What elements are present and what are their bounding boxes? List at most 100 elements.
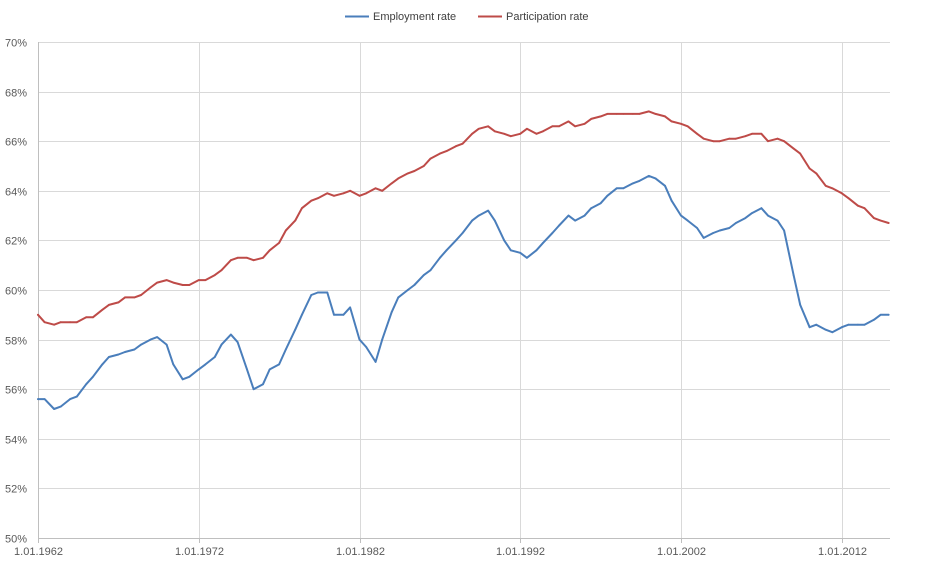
participation-rate-data-point — [172, 281, 175, 284]
x-tick-label: 1.01.1992 — [496, 546, 545, 558]
employment-rate-data-point — [92, 375, 94, 378]
participation-rate-data-point — [252, 259, 255, 262]
employment-rate-data-point — [622, 187, 625, 190]
employment-rate-data-point — [301, 313, 303, 316]
participation-rate-data-point — [887, 222, 890, 224]
employment-rate-data-point — [268, 368, 271, 371]
employment-rate-data-point — [278, 363, 280, 366]
participation-rate-data-point — [767, 140, 769, 143]
participation-rate-data-point — [117, 301, 120, 304]
employment-rate-data-point — [165, 343, 168, 346]
x-tick-label: 1.01.2002 — [657, 546, 706, 558]
employment-rate-data-point — [670, 199, 673, 202]
participation-rate-data-point — [840, 192, 843, 195]
participation-rate-data-point — [654, 113, 657, 115]
employment-rate-data-point — [75, 395, 78, 398]
participation-rate-data-point — [471, 132, 473, 135]
participation-rate-data-point — [744, 135, 747, 138]
participation-rate-data-point — [664, 115, 666, 118]
employment-rate-data-point — [583, 214, 586, 217]
participation-rate-data-point — [124, 296, 126, 299]
participation-rate-data-point — [638, 113, 641, 115]
employment-rate-data-point — [397, 296, 400, 299]
participation-rate-data-point — [333, 194, 335, 197]
employment-rate-data-point — [284, 348, 287, 351]
gridlines — [38, 42, 890, 539]
employment-rate-data-point — [461, 232, 464, 234]
employment-rate-data-point — [422, 274, 425, 276]
participation-rate-data-point — [686, 125, 689, 128]
participation-rate-data-point — [487, 125, 489, 128]
y-tick-label: 52% — [5, 484, 27, 496]
participation-rate-data-point — [445, 150, 448, 153]
employment-rate-data-point — [69, 398, 71, 400]
participation-rate-data-point — [342, 192, 345, 195]
participation-rate-data-point — [230, 259, 232, 262]
employment-rate-data-point — [213, 356, 216, 358]
employment-rate-data-point — [358, 338, 361, 341]
participation-rate-data-point — [574, 125, 576, 128]
employment-rate-data-point — [767, 214, 769, 217]
participation-rate-data-point — [262, 256, 264, 259]
participation-rate-data-point — [69, 321, 71, 324]
employment-rate-data-point — [551, 232, 554, 234]
participation-rate-data-point — [422, 165, 425, 167]
participation-rate-data-point — [718, 140, 721, 143]
y-tick-label: 66% — [5, 137, 27, 149]
employment-rate-data-point — [317, 291, 319, 294]
participation-rate-data-point — [519, 132, 522, 135]
participation-rate-data-point — [374, 187, 377, 190]
y-tick-label: 68% — [5, 88, 27, 100]
participation-rate-data-point — [381, 189, 384, 192]
participation-rate-data-point — [301, 207, 303, 210]
employment-rate-data-point — [333, 313, 335, 316]
employment-rate-data-point — [140, 343, 143, 346]
participation-rate-data-point — [535, 132, 538, 135]
participation-rate-data-point — [622, 113, 625, 115]
participation-rate-data-point — [37, 313, 39, 316]
participation-rate-data-point — [648, 110, 650, 113]
employment-rate-data-point — [172, 363, 175, 366]
employment-rate-data-point — [728, 227, 731, 229]
employment-rate-data-point — [503, 239, 506, 242]
employment-rate-data-point — [815, 323, 818, 326]
y-tick-label: 54% — [5, 435, 27, 447]
employment-rate-data-point — [744, 217, 747, 220]
participation-rate-data-point — [526, 127, 528, 130]
employment-rate-data-point — [413, 284, 416, 286]
participation-rate-data-point — [631, 113, 634, 115]
employment-rate-data-point — [326, 291, 329, 294]
participation-rate-data-point — [783, 140, 785, 143]
participation-rate-data-point — [294, 219, 297, 222]
employment-rate-data-point — [471, 219, 473, 222]
x-tick-label: 1.01.1982 — [336, 546, 385, 558]
participation-rate-data-point — [551, 125, 554, 128]
participation-rate-data-point — [815, 172, 818, 175]
employment-rate-data-point — [760, 207, 763, 210]
employment-rate-data-point — [567, 214, 570, 217]
employment-rate-data-point — [648, 175, 650, 177]
employment-rate-data-point — [493, 219, 496, 222]
employment-rate-data-point — [857, 323, 859, 326]
participation-rate-data-point — [92, 316, 94, 319]
employment-rate-data-point — [824, 328, 827, 331]
employment-rate-data-point — [156, 336, 159, 338]
employment-rate-data-point — [85, 383, 88, 386]
employment-rate-data-point — [735, 222, 737, 224]
employment-rate-data-point — [638, 180, 641, 182]
employment-rate-data-point — [124, 351, 126, 353]
participation-rate-data-point — [188, 284, 191, 286]
employment-rate-data-point — [390, 311, 393, 314]
employment-rate-data-point — [696, 227, 698, 229]
employment-rate-data-point — [197, 368, 200, 371]
participation-rate-data-point — [461, 142, 464, 145]
employment-rate-data-point — [43, 398, 46, 400]
data-series — [37, 110, 890, 410]
employment-rate-data-point — [381, 338, 384, 341]
employment-rate-data-point — [246, 368, 248, 371]
employment-rate-data-point — [542, 242, 544, 244]
employment-rate-data-point — [792, 274, 795, 276]
participation-rate-data-point — [831, 187, 834, 190]
employment-rate-data-point — [574, 219, 576, 222]
employment-rate-data-point — [455, 239, 457, 242]
